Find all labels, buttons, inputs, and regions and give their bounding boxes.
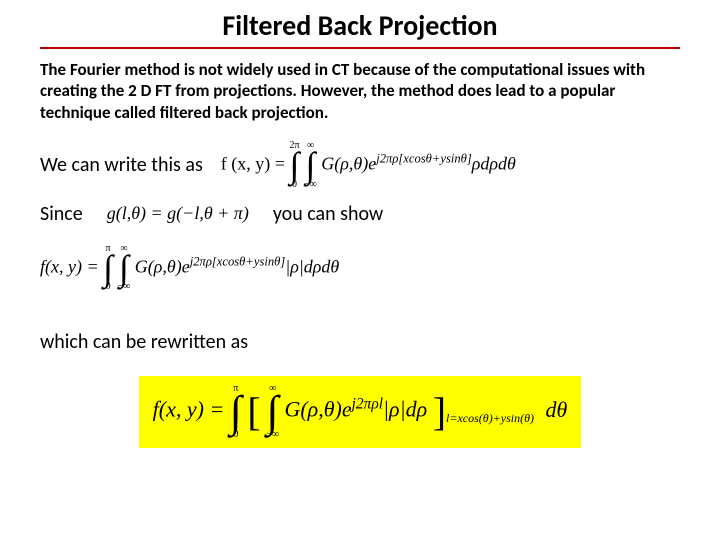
text-write-this-as: We can write this as (40, 153, 203, 177)
intro-paragraph: The Fourier method is not widely used in… (40, 59, 680, 123)
equation-final-wrap: f(x, y) = π∫0 [ ∞∫−∞ G(ρ,θ)ej2πρl|ρ|dρ ]… (0, 376, 720, 447)
page-title: Filtered Back Projection (40, 0, 680, 49)
equation-final: f(x, y) = π∫0 [ ∞∫−∞ G(ρ,θ)ej2πρl|ρ|dρ ]… (139, 376, 582, 447)
line-write-this-as: We can write this as f (x, y) = 2π∫0 ∞∫−… (40, 141, 680, 190)
text-rewritten: which can be rewritten as (40, 330, 248, 354)
line-rewritten: which can be rewritten as (40, 318, 680, 366)
line-since: Since g(l,θ) = g(−l,θ + π) you can show (40, 190, 680, 238)
equation-g-identity: g(l,θ) = g(−l,θ + π) (107, 203, 249, 224)
equation-2: f(x, y) = π∫0 ∞∫−∞ G(ρ,θ)ej2πρ[xcosθ+ysi… (40, 244, 680, 293)
text-since: Since (40, 202, 83, 226)
equation-1: f (x, y) = 2π∫0 ∞∫−∞ G(ρ,θ)ej2πρ[xcosθ+y… (221, 141, 516, 190)
text-you-can-show: you can show (273, 202, 383, 226)
